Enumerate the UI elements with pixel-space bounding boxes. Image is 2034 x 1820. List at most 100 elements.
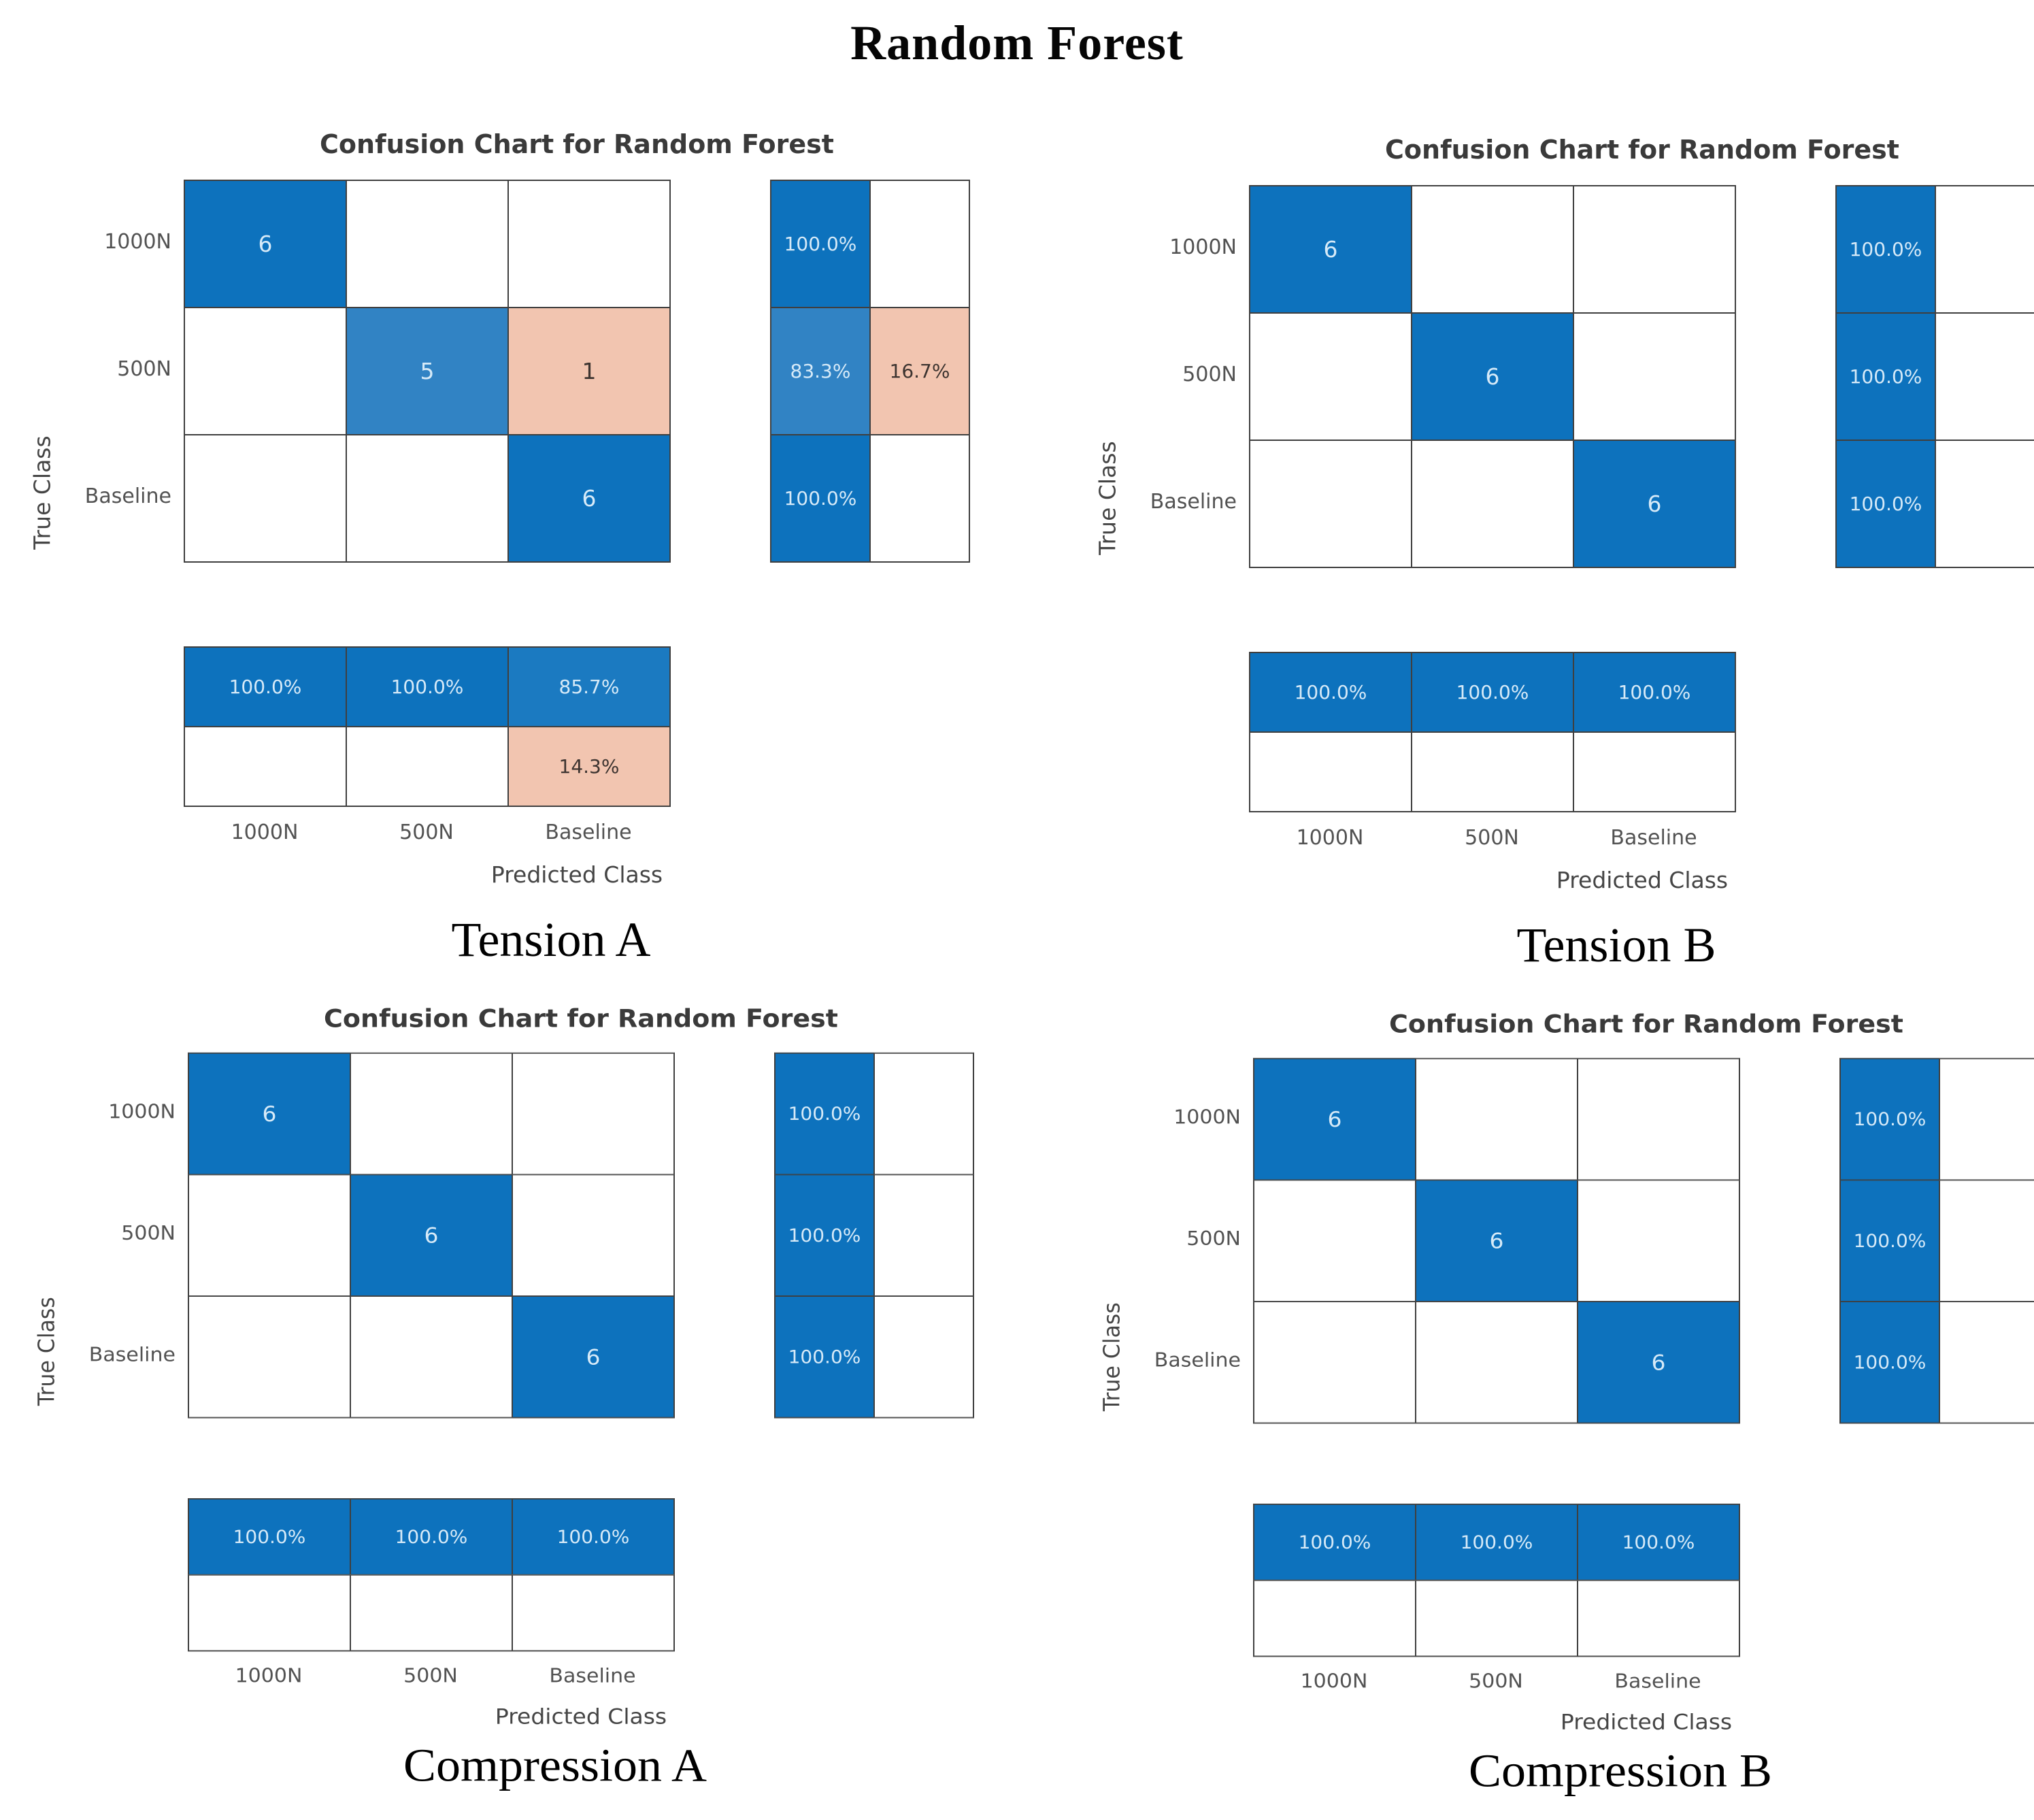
column-summary-cell-r1c1 [350,1574,512,1651]
column-summary-cell-r0c2: 100.0% [1578,1504,1739,1581]
row-summary-cell-r0c1 [1935,186,2034,313]
y-tick-500n: 500N [121,1222,176,1245]
column-summary: 100.0% 100.0% 85.7% 14.3% [184,646,671,807]
matrix-cell-r2c1 [1416,1301,1578,1423]
column-summary-cell-r0c1: 100.0% [1412,652,1573,732]
row-summary: 100.0% 100.0% 100.0% [1835,185,2034,568]
matrix-cell-r2c0 [1254,1301,1416,1423]
matrix-cell-r2c0 [1250,440,1412,567]
column-summary-cell-r1c0 [188,1574,350,1651]
row-summary-cell-r1c0: 100.0% [775,1174,874,1296]
matrix-cell-r1c0 [1250,313,1412,440]
row-summary-cell-r2c1 [1935,440,2034,567]
row-summary-cell-r2c1 [874,1295,973,1418]
column-summary-cell-r0c2: 100.0% [512,1498,674,1575]
matrix-cell-r0c1 [1416,1058,1578,1180]
matrix-cell-r2c1 [350,1295,512,1418]
column-summary-cell-r1c1 [1412,732,1573,812]
y-tick-500n: 500N [1186,1227,1241,1251]
row-summary-cell-r1c0: 83.3% [771,308,870,435]
matrix-cell-r1c1: 6 [350,1174,512,1296]
x-axis-label: Predicted Class [495,1703,667,1730]
matrix-cell-r2c2: 6 [1578,1301,1739,1423]
row-summary-cell-r2c0: 100.0% [775,1295,874,1418]
matrix-cell-r2c2: 6 [508,435,670,562]
row-summary: 100.0% 100.0% 100.0% [774,1052,974,1419]
matrix-cell-r2c0 [184,435,346,562]
column-summary-cell-r0c1: 100.0% [1416,1504,1578,1581]
row-summary-cell-r1c0: 100.0% [1840,1180,1939,1302]
y-tick-1000n: 1000N [1169,235,1237,259]
column-summary-cell-r1c1 [346,727,508,806]
matrix-cell-r1c0 [188,1174,350,1296]
matrix-cell-r0c2 [1573,186,1735,313]
row-summary-cell-r1c1 [1939,1180,2034,1302]
row-summary-cell-r1c1 [1935,313,2034,440]
row-summary: 100.0% 100.0% 100.0% [1839,1057,2034,1424]
row-summary-cell-r2c0: 100.0% [1836,440,1935,567]
matrix-cell-r0c2 [508,180,670,308]
matrix-cell-r1c1: 6 [1412,313,1573,440]
matrix-cell-r2c1 [346,435,508,562]
column-summary-cell-r0c0: 100.0% [1250,652,1412,732]
chart-caption: Compression A [403,1739,707,1791]
matrix-cell-r1c1: 6 [1416,1180,1578,1302]
matrix-cell-r2c1 [1412,440,1573,567]
confusion-chart-compression-a: Confusion Chart for Random Forest True Cl… [4,978,1024,1820]
matrix-cell-r0c1 [346,180,508,308]
matrix-cell-r2c0 [188,1295,350,1418]
x-tick-500n: 500N [399,821,454,844]
x-axis-label: Predicted Class [1556,867,1729,893]
row-summary-cell-r0c0: 100.0% [1836,186,1935,313]
x-tick-1000n: 1000N [235,1664,303,1687]
row-summary-cell-r0c0: 100.0% [1840,1058,1939,1180]
matrix-cell-r1c0 [1254,1180,1416,1302]
row-summary: 100.0% 83.3% 16.7% 100.0% [770,180,970,563]
matrix-cell-r1c2 [1573,313,1735,440]
chart-caption: Compression B [1468,1744,1773,1797]
chart-caption: Tension A [451,912,651,967]
x-tick-baseline: Baseline [545,821,632,844]
y-tick-1000n: 1000N [108,1100,176,1123]
matrix-cell-r0c0: 6 [1254,1058,1416,1180]
matrix-cell-r0c2 [1578,1058,1739,1180]
x-tick-1000n: 1000N [1296,826,1364,850]
x-tick-baseline: Baseline [1614,1670,1701,1693]
matrix-cell-r1c2 [1578,1180,1739,1302]
column-summary-cell-r1c0 [1250,732,1412,812]
column-summary: 100.0% 100.0% 100.0% [1249,652,1736,812]
column-summary-cell-r0c2: 85.7% [508,647,670,727]
column-summary-cell-r0c1: 100.0% [346,647,508,727]
confusion-chart-tension-b: Confusion Chart for Random Forest True Cl… [1065,107,2034,992]
row-summary-cell-r2c0: 100.0% [1840,1301,1939,1423]
y-tick-baseline: Baseline [84,484,171,508]
column-summary-cell-r0c0: 100.0% [1254,1504,1416,1581]
chart-title: Confusion Chart for Random Forest [324,1004,838,1033]
y-tick-baseline: Baseline [88,1343,176,1367]
x-axis-label: Predicted Class [1560,1708,1733,1735]
x-tick-baseline: Baseline [1610,826,1697,850]
column-summary-cell-r1c1 [1416,1580,1578,1657]
column-summary-cell-r1c0 [1254,1580,1416,1657]
column-summary-cell-r0c0: 100.0% [184,647,346,727]
row-summary-cell-r0c1 [870,180,969,308]
row-summary-cell-r1c1 [874,1174,973,1296]
column-summary-cell-r1c2: 14.3% [508,727,670,806]
column-summary: 100.0% 100.0% 100.0% [188,1498,675,1652]
x-tick-1000n: 1000N [231,821,299,844]
x-tick-1000n: 1000N [1300,1670,1368,1693]
matrix-cell-r0c2 [512,1053,674,1175]
matrix-cell-r1c2: 1 [508,308,670,435]
row-summary-cell-r0c1 [874,1053,973,1175]
chart-title: Confusion Chart for Random Forest [1385,135,1899,165]
x-tick-baseline: Baseline [549,1664,636,1687]
chart-title: Confusion Chart for Random Forest [1389,1010,1903,1039]
x-tick-500n: 500N [403,1664,458,1687]
matrix-cell-r2c2: 6 [1573,440,1735,567]
row-summary-cell-r2c1 [1939,1301,2034,1423]
x-tick-500n: 500N [1465,826,1519,850]
column-summary-cell-r1c2 [1578,1580,1739,1657]
